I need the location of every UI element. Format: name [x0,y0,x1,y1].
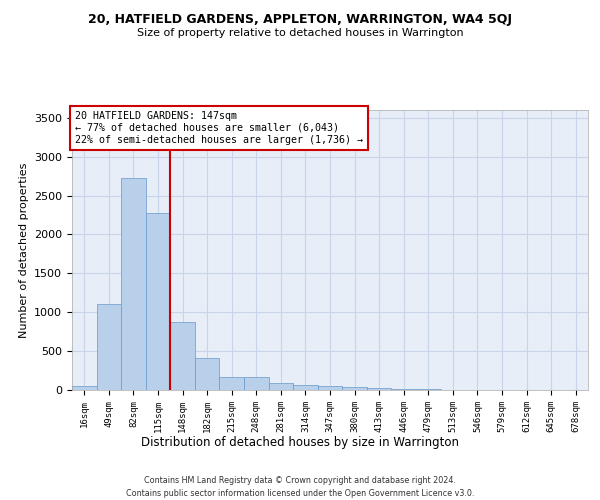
Bar [146,212,170,390]
Bar [367,388,391,390]
Bar [391,389,416,390]
Text: 20, HATFIELD GARDENS, APPLETON, WARRINGTON, WA4 5QJ: 20, HATFIELD GARDENS, APPLETON, WARRINGT… [88,12,512,26]
Bar [269,383,293,390]
Bar [97,304,121,390]
Bar [170,322,195,390]
Text: Distribution of detached houses by size in Warrington: Distribution of detached houses by size … [141,436,459,449]
Bar [195,358,220,390]
Y-axis label: Number of detached properties: Number of detached properties [19,162,29,338]
Text: Contains HM Land Registry data © Crown copyright and database right 2024.
Contai: Contains HM Land Registry data © Crown c… [126,476,474,498]
Text: 20 HATFIELD GARDENS: 147sqm
← 77% of detached houses are smaller (6,043)
22% of : 20 HATFIELD GARDENS: 147sqm ← 77% of det… [74,112,362,144]
Bar [342,388,367,390]
Text: Size of property relative to detached houses in Warrington: Size of property relative to detached ho… [137,28,463,38]
Bar [293,386,318,390]
Bar [244,377,269,390]
Bar [416,389,440,390]
Bar [72,386,97,390]
Bar [121,178,146,390]
Bar [318,386,342,390]
Bar [220,377,244,390]
